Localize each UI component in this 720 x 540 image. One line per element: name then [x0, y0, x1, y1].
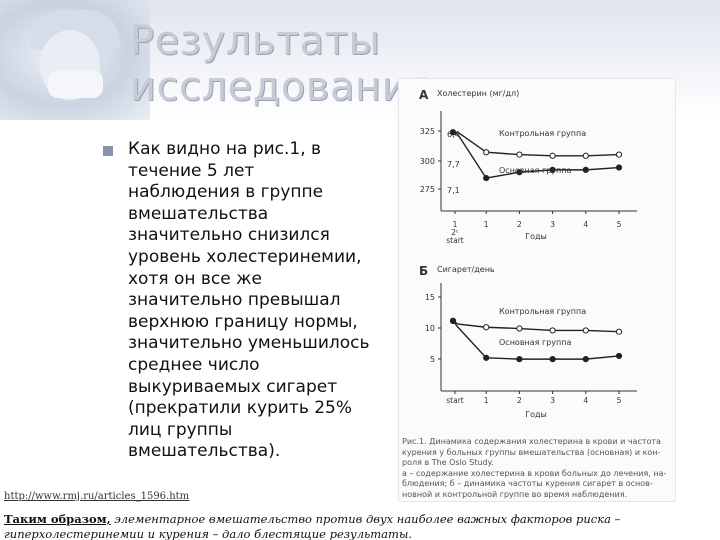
panel-b-series-label-0: Контрольная группа	[499, 307, 586, 316]
bullet-marker	[103, 146, 113, 156]
panel-b-point	[615, 352, 623, 360]
panel-a-series-label-1: Основная группа	[499, 166, 572, 175]
panel-b-series-line-0	[452, 320, 620, 333]
panel-b-point	[582, 356, 589, 363]
panel-a-point	[516, 151, 523, 158]
panel-a-point	[582, 166, 589, 173]
figure-caption: Рис.1. Динамика содержания холестерина в…	[402, 437, 667, 499]
source-link[interactable]: http://www.rmj.ru/articles_1596.htm	[4, 491, 190, 502]
panel-b-xtick-label: start	[446, 396, 464, 405]
panel-b-xtick-label: 2	[517, 396, 522, 405]
panel-a-ytick-label: 275	[420, 185, 435, 194]
panel-a-annotation: 7,1	[447, 186, 460, 195]
panel-a-xtick-label: 5	[617, 220, 622, 229]
doctor-photo	[0, 0, 150, 120]
panel-b-xlabel: Годы	[525, 410, 547, 419]
panel-a-xtick-label: 1	[453, 220, 458, 229]
panel-a-point	[516, 169, 523, 176]
conclusion-text: Таким образом, элементарное вмешательств…	[4, 512, 718, 540]
panel-b-point	[549, 327, 556, 334]
panel-b-ytick-label: 5	[430, 355, 435, 364]
panel-b-point	[582, 327, 589, 334]
panel-b-point	[615, 328, 623, 335]
panel-a-xlabel: Годы	[525, 232, 547, 241]
panel-b-ytick-label: 15	[425, 293, 435, 302]
panel-a-ylabel: Холестерин (мг/дл)	[437, 89, 519, 98]
panel-a-label: А	[419, 88, 429, 102]
panel-b-point	[483, 354, 490, 361]
panel-a-point	[449, 129, 457, 136]
panel-b-point	[516, 325, 523, 332]
panel-b-xtick-label: 5	[617, 396, 622, 405]
panel-a-point	[615, 164, 623, 171]
panel-b-xtick-label: 4	[583, 396, 588, 405]
panel-b-point	[516, 356, 523, 363]
conclusion-rest: элементарное вмешательство против двух н…	[4, 512, 621, 540]
panel-a-xtick-label: 4	[583, 220, 588, 229]
panel-b-ytick-label: 10	[425, 324, 435, 333]
panel-a-xtick-label: 2	[517, 220, 522, 229]
panel-a-point	[483, 149, 490, 156]
bullet-text: Как видно на рис.1, в течение 5 лет набл…	[128, 139, 370, 462]
panel-a-point	[549, 152, 556, 159]
panel-a-point	[582, 152, 589, 159]
panel-a-xtick-label: 3	[550, 220, 555, 229]
figure-panel: А Холестерин (мг/дл) 325 300 275 1 2ᶜ start 1 2 3 4…	[398, 78, 676, 502]
panel-a-ytick-label: 300	[420, 157, 435, 166]
panel-b-series-label-1: Основная группа	[499, 338, 572, 347]
panel-b-point	[449, 317, 457, 324]
panel-b-xtick-label: 1	[484, 396, 489, 405]
panel-a-xtick-label: 1	[484, 220, 489, 229]
panel-a-series-label-0: Контрольная группа	[499, 129, 586, 138]
panel-b-point	[483, 324, 490, 331]
panel-a-annotation: 6,4	[447, 130, 460, 139]
panel-a-point	[549, 166, 556, 173]
slide-title: Результаты исследования	[130, 18, 433, 110]
panel-a-point	[615, 151, 623, 158]
conclusion-lead: Таким образом,	[4, 512, 111, 526]
panel-b-ylabel: Сигарет/день	[437, 265, 495, 274]
panel-a-xtick-label: start	[446, 236, 464, 245]
panel-a-point	[483, 175, 490, 182]
panel-a-ytick-label: 325	[420, 127, 435, 136]
panel-b-point	[549, 356, 556, 363]
panel-a-annotation: 7,7	[447, 160, 460, 169]
panel-b-xtick-label: 3	[550, 396, 555, 405]
panel-b-label: Б	[419, 264, 428, 278]
panel-a-xtick-label: 2ᶜ	[451, 228, 459, 237]
surgical-mask	[48, 70, 103, 98]
